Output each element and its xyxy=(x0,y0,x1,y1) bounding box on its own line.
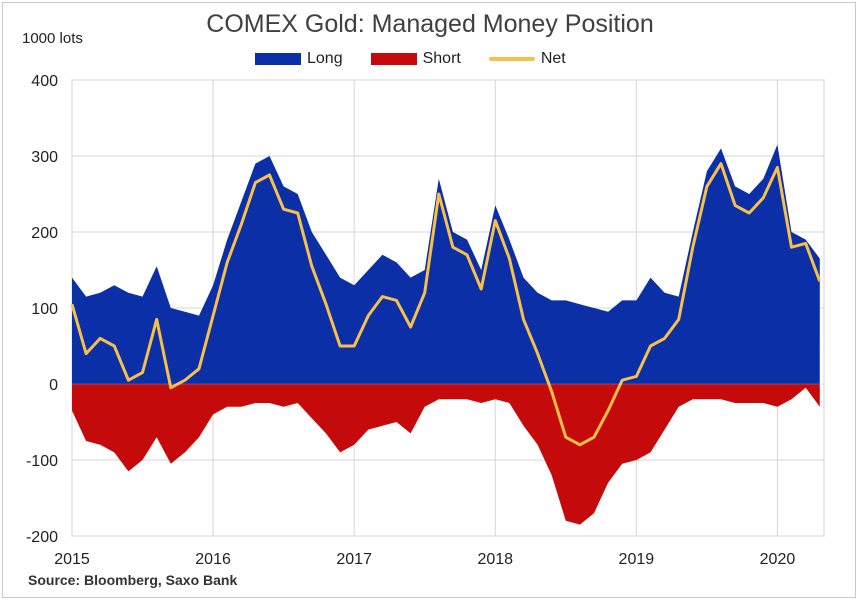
legend-swatch-net xyxy=(488,57,535,61)
legend-swatch-long xyxy=(255,53,301,65)
legend-item-short: Short xyxy=(370,50,461,68)
legend-item-long: Long xyxy=(255,50,343,68)
source-note: Source: Bloomberg, Saxo Bank xyxy=(28,572,238,588)
legend-label-short: Short xyxy=(422,50,461,67)
legend-item-net: Net xyxy=(488,50,566,68)
legend-swatch-short xyxy=(370,53,417,65)
legend-label-long: Long xyxy=(307,50,343,67)
y-axis-unit-label: 1000 lots xyxy=(22,30,83,47)
legend-label-net: Net xyxy=(540,50,566,67)
chart-title: COMEX Gold: Managed Money Position xyxy=(206,10,654,38)
legend: Long Short Net xyxy=(255,50,594,68)
